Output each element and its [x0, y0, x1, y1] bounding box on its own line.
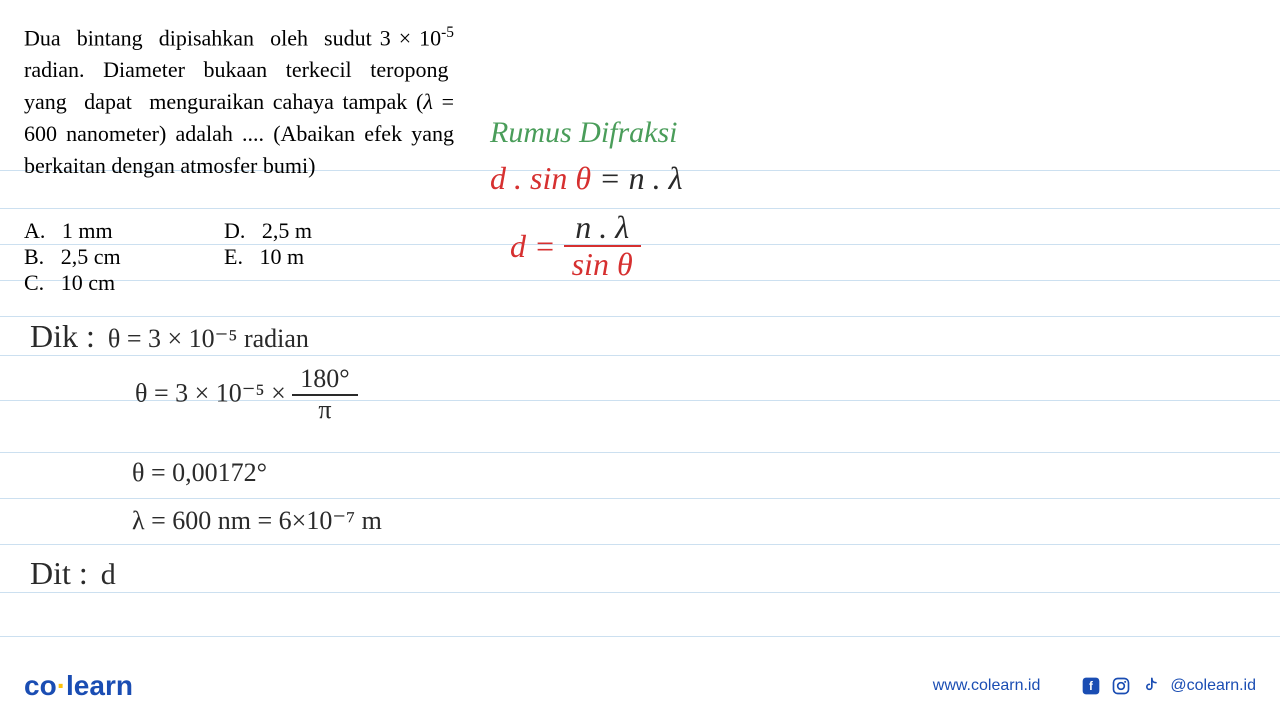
answer-options: A. 1 mm D. 2,5 m B. 2,5 cm E. 10 m C. 10… — [24, 218, 374, 296]
option-d: D. 2,5 m — [224, 218, 374, 244]
eq-diffraction-2: d = n . λ sin θ — [510, 210, 641, 282]
option-b: B. 2,5 cm — [24, 244, 224, 270]
option-c: C. 10 cm — [24, 270, 224, 296]
svg-text:f: f — [1089, 680, 1093, 693]
social-handle: @colearn.id — [1170, 677, 1256, 695]
rumus-title: Rumus Difraksi — [490, 116, 678, 150]
dik-label: Dik : θ = 3 × 10⁻⁵ radian — [30, 318, 309, 355]
problem-statement: Dua bintang dipisahkan oleh sudut 3 × 10… — [24, 22, 454, 182]
brand-logo: co·learn — [24, 670, 133, 702]
instagram-icon — [1110, 675, 1132, 697]
dik-theta-convert: θ = 3 × 10⁻⁵ × 180° π — [135, 365, 358, 424]
social-links: f @colearn.id — [1080, 675, 1256, 697]
dik-lambda: λ = 600 nm = 6×10⁻⁷ m — [132, 506, 382, 536]
option-a: A. 1 mm — [24, 218, 224, 244]
dik-theta-result: θ = 0,00172° — [132, 458, 267, 488]
footer-url: www.colearn.id — [933, 677, 1041, 695]
facebook-icon: f — [1080, 675, 1102, 697]
option-e: E. 10 m — [224, 244, 374, 270]
footer: co·learn www.colearn.id f @colearn.id — [0, 670, 1280, 702]
tiktok-icon — [1140, 675, 1162, 697]
dit-label: Dit : d — [30, 555, 116, 592]
eq-diffraction-1: d . sin θ = n . λ — [490, 160, 683, 197]
